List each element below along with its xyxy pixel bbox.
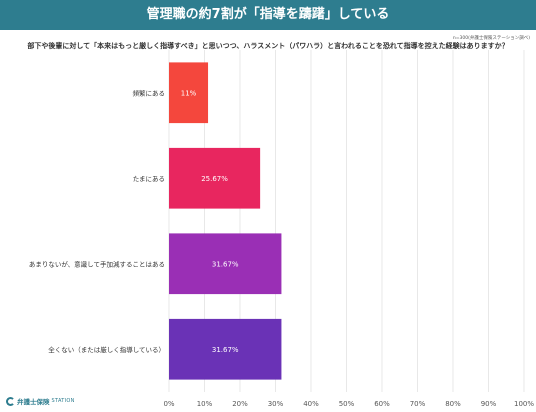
x-tick-label: 20% (232, 400, 248, 408)
sample-note: n=300(弁護士保険ステーション調べ) (452, 36, 530, 41)
x-tick-label: 40% (303, 400, 319, 408)
logo-icon (6, 396, 15, 406)
x-tick-label: 100% (514, 400, 534, 408)
bar (169, 318, 282, 380)
x-tick-label: 30% (268, 400, 284, 408)
chart-title: 管理職の約7割が「指導を躊躇」している (0, 0, 536, 30)
x-tick-label: 90% (481, 400, 497, 408)
category-label: あまりないが、意識して手加減することはある (29, 259, 165, 268)
data-label: 31.67% (212, 346, 239, 354)
x-tick-label: 0% (163, 400, 174, 408)
brand-logo: 弁護士保険 STATION (6, 394, 75, 408)
logo-suffix: STATION (51, 398, 75, 404)
x-tick-label: 80% (445, 400, 461, 408)
x-tick-label: 10% (197, 400, 213, 408)
category-label: 全くない（または厳しく指導している） (48, 345, 165, 354)
bar (169, 233, 282, 295)
category-label: 頻繁にある (133, 88, 166, 97)
x-tick-label: 70% (410, 400, 426, 408)
x-tick-label: 50% (339, 400, 355, 408)
data-label: 25.67% (201, 175, 228, 183)
survey-question: 部下や後輩に対して「本来はもっと厳しく指導すべき」と思いつつ、ハラスメント（パワ… (27, 42, 509, 50)
data-label: 11% (181, 89, 197, 97)
bar (169, 62, 209, 124)
bar (169, 147, 261, 209)
category-label: たまにある (133, 175, 165, 183)
data-label: 31.67% (212, 260, 239, 268)
logo-name: 弁護士保険 (17, 398, 50, 406)
x-tick-label: 60% (374, 400, 390, 408)
